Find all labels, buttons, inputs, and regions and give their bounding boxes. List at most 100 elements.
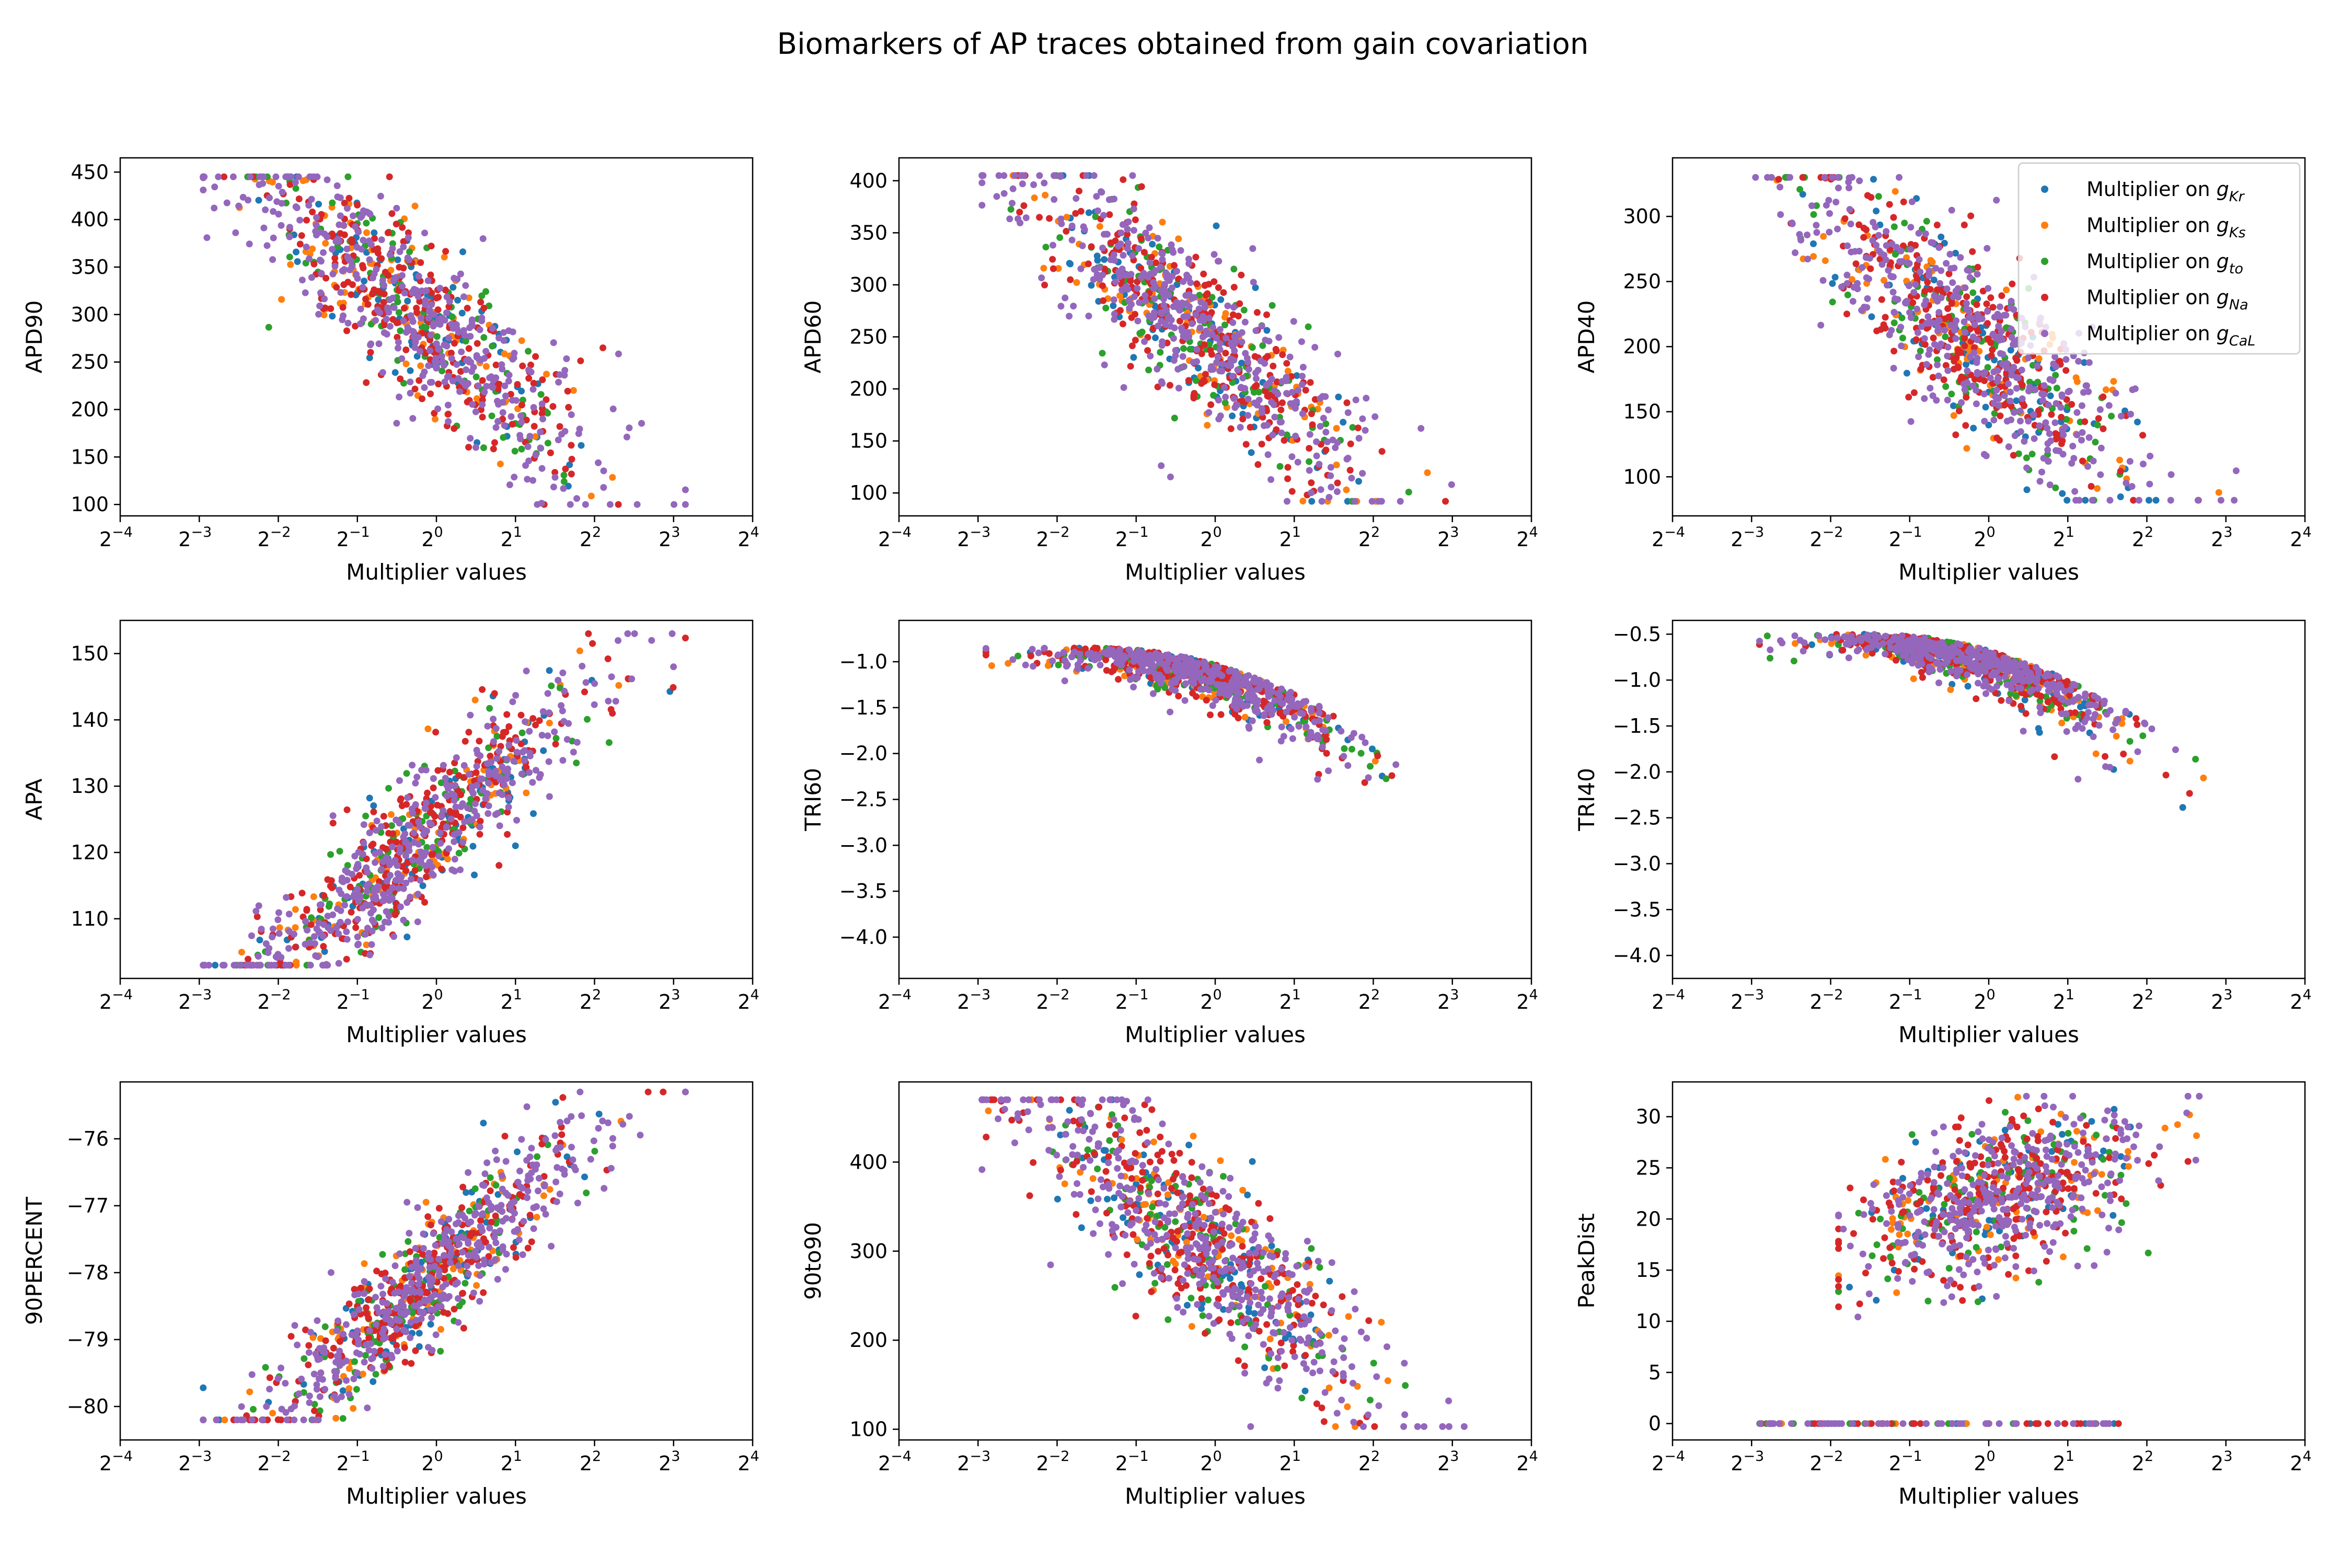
data-point xyxy=(1186,345,1194,353)
data-point xyxy=(405,229,412,236)
data-point xyxy=(1907,314,1915,321)
data-point xyxy=(383,316,390,322)
data-point xyxy=(320,249,327,256)
y-tick-label: 250 xyxy=(1623,270,1661,293)
data-point xyxy=(477,356,484,364)
data-point xyxy=(1208,331,1216,338)
data-point xyxy=(380,299,387,306)
data-point xyxy=(1849,298,1857,305)
data-point xyxy=(1846,185,1852,191)
data-point xyxy=(1091,266,1098,273)
data-point xyxy=(411,385,419,393)
data-point xyxy=(1910,675,1917,683)
data-point xyxy=(1943,260,1950,267)
data-point xyxy=(1969,289,1977,296)
data-point xyxy=(2023,486,2031,493)
data-point xyxy=(333,182,341,189)
data-point xyxy=(1213,359,1220,366)
data-point xyxy=(607,706,615,713)
data-point xyxy=(552,735,560,742)
data-point xyxy=(1131,293,1138,301)
data-point xyxy=(501,350,508,358)
data-point xyxy=(1127,271,1135,278)
data-point xyxy=(1347,440,1354,447)
data-point xyxy=(1307,379,1314,386)
data-point xyxy=(2092,750,2100,757)
data-point xyxy=(1193,358,1201,365)
data-point xyxy=(2040,382,2048,389)
data-point xyxy=(539,416,546,423)
data-point xyxy=(2058,413,2065,421)
data-point xyxy=(1178,325,1185,332)
data-point xyxy=(2048,411,2055,418)
data-point xyxy=(1887,272,1895,280)
data-point xyxy=(384,229,391,236)
data-point xyxy=(1290,400,1297,407)
data-point xyxy=(545,758,552,765)
data-point xyxy=(1943,285,1951,293)
data-point xyxy=(532,721,539,729)
data-point xyxy=(423,873,430,881)
data-point xyxy=(255,197,262,204)
data-point xyxy=(549,403,557,410)
data-point xyxy=(1351,498,1358,505)
data-point xyxy=(1991,410,1998,417)
data-point xyxy=(354,916,361,923)
data-point xyxy=(1182,680,1189,687)
data-point xyxy=(398,272,406,279)
data-point xyxy=(2026,378,2033,386)
data-point xyxy=(2034,378,2041,386)
data-point xyxy=(1322,420,1330,428)
data-point xyxy=(1248,449,1255,456)
data-point xyxy=(2046,430,2053,437)
data-point xyxy=(2023,454,2030,462)
data-point xyxy=(1340,419,1347,426)
data-point xyxy=(2079,429,2086,436)
data-point xyxy=(1120,384,1127,391)
data-point xyxy=(404,297,411,305)
data-point xyxy=(2084,463,2091,470)
data-point xyxy=(568,456,575,463)
data-point xyxy=(460,327,467,334)
data-point xyxy=(2072,497,2080,504)
data-point xyxy=(1173,268,1180,275)
data-point xyxy=(2068,459,2076,467)
data-point xyxy=(1164,659,1171,666)
data-point xyxy=(1005,660,1012,667)
data-point xyxy=(1971,376,1978,383)
data-point xyxy=(1172,687,1179,694)
data-point xyxy=(2146,480,2153,488)
data-point xyxy=(1249,344,1256,351)
data-point xyxy=(1987,294,1994,302)
data-point xyxy=(480,304,488,312)
data-point xyxy=(1167,708,1174,716)
data-point xyxy=(1152,283,1159,291)
y-tick-label: 130 xyxy=(71,775,109,798)
data-point xyxy=(1973,400,1980,408)
data-point xyxy=(538,400,546,408)
data-point xyxy=(266,194,273,201)
data-point xyxy=(269,933,276,941)
data-point xyxy=(292,943,299,951)
data-point xyxy=(436,829,444,836)
data-point xyxy=(1873,241,1880,249)
data-point xyxy=(1929,239,1936,247)
data-point xyxy=(1908,198,1916,205)
data-point xyxy=(492,424,500,431)
data-point xyxy=(365,237,373,245)
data-point xyxy=(1210,278,1218,285)
data-point xyxy=(609,474,616,481)
data-point xyxy=(537,391,545,398)
data-point xyxy=(1308,498,1316,505)
data-point xyxy=(1181,697,1189,704)
data-point xyxy=(299,177,307,185)
data-point xyxy=(352,924,360,931)
data-point xyxy=(1311,718,1318,725)
data-point xyxy=(1244,359,1251,366)
data-point xyxy=(1253,309,1261,316)
data-point xyxy=(381,321,388,329)
data-point xyxy=(2039,397,2047,404)
data-point xyxy=(1217,296,1225,303)
data-point xyxy=(1175,693,1182,700)
data-point xyxy=(2094,421,2101,429)
